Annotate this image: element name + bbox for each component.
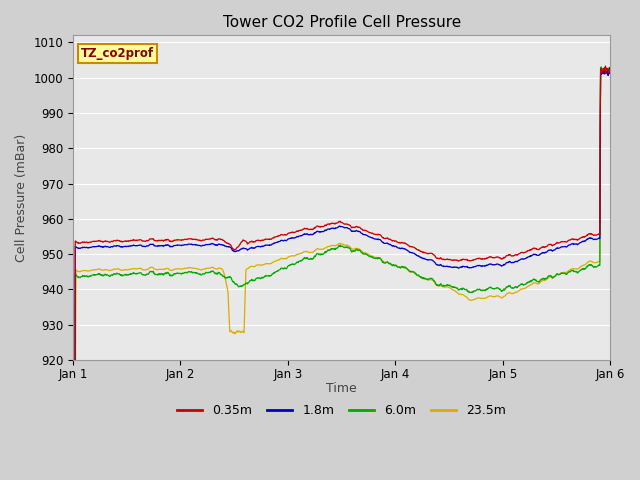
X-axis label: Time: Time (326, 382, 357, 395)
Y-axis label: Cell Pressure (mBar): Cell Pressure (mBar) (15, 133, 28, 262)
Text: TZ_co2prof: TZ_co2prof (81, 47, 154, 60)
Title: Tower CO2 Profile Cell Pressure: Tower CO2 Profile Cell Pressure (223, 15, 461, 30)
Legend: 0.35m, 1.8m, 6.0m, 23.5m: 0.35m, 1.8m, 6.0m, 23.5m (172, 399, 511, 422)
